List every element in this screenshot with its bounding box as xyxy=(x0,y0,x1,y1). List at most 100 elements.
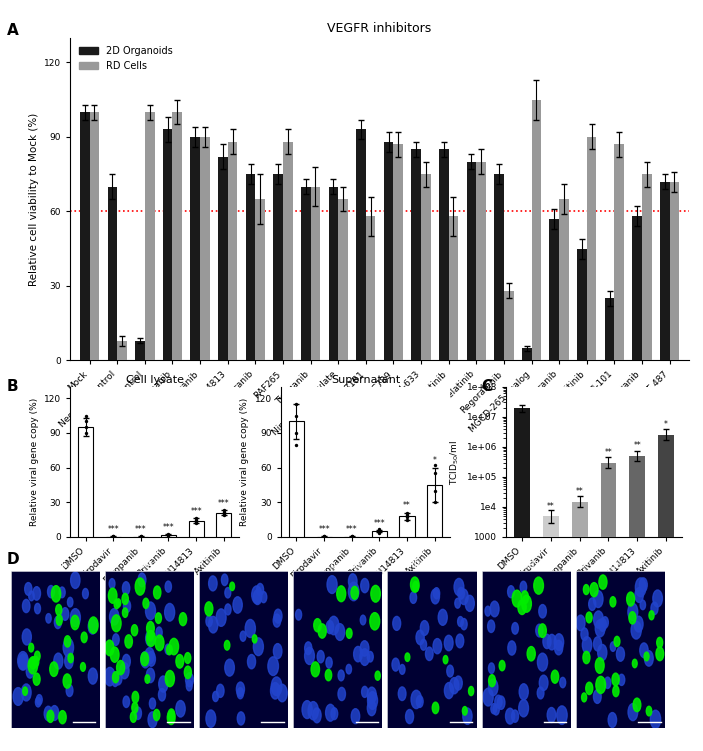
Circle shape xyxy=(468,686,474,695)
Circle shape xyxy=(29,591,34,601)
Bar xyxy=(543,516,559,751)
Title: Brivanib: Brivanib xyxy=(413,561,451,570)
Point xyxy=(291,409,302,421)
Circle shape xyxy=(596,677,605,693)
Circle shape xyxy=(132,702,138,713)
Circle shape xyxy=(628,603,638,620)
Circle shape xyxy=(634,616,643,632)
Circle shape xyxy=(51,705,59,720)
Circle shape xyxy=(595,620,605,637)
Circle shape xyxy=(112,634,120,645)
Circle shape xyxy=(495,695,502,708)
Point xyxy=(374,523,385,535)
Title: Axitinib: Axitinib xyxy=(603,561,638,570)
Point xyxy=(401,509,413,521)
Circle shape xyxy=(68,653,73,662)
Circle shape xyxy=(639,578,647,592)
Circle shape xyxy=(447,665,453,677)
Circle shape xyxy=(338,687,345,701)
Circle shape xyxy=(165,644,171,654)
Point xyxy=(135,530,146,542)
Circle shape xyxy=(146,631,155,646)
Circle shape xyxy=(206,616,212,626)
Point xyxy=(191,514,202,526)
Circle shape xyxy=(141,652,148,666)
Circle shape xyxy=(37,695,42,705)
Circle shape xyxy=(619,674,625,686)
Circle shape xyxy=(433,638,441,654)
Text: **: ** xyxy=(605,448,612,457)
Bar xyxy=(372,531,387,537)
Circle shape xyxy=(34,603,41,614)
Circle shape xyxy=(460,619,467,630)
Circle shape xyxy=(537,653,548,671)
Circle shape xyxy=(318,624,326,638)
Circle shape xyxy=(257,584,264,596)
Point xyxy=(346,531,357,543)
Circle shape xyxy=(463,707,467,715)
Circle shape xyxy=(420,620,429,635)
Bar xyxy=(411,149,421,360)
Bar xyxy=(399,516,415,537)
Circle shape xyxy=(459,589,468,605)
Circle shape xyxy=(313,708,321,722)
Circle shape xyxy=(18,652,28,670)
Circle shape xyxy=(167,645,172,655)
Bar xyxy=(449,216,458,360)
Circle shape xyxy=(617,647,624,661)
Circle shape xyxy=(63,638,74,656)
Circle shape xyxy=(633,698,641,712)
Circle shape xyxy=(155,635,164,650)
Point xyxy=(163,529,174,541)
Circle shape xyxy=(581,693,587,702)
Point xyxy=(401,507,413,519)
Circle shape xyxy=(112,615,121,632)
Circle shape xyxy=(88,619,97,634)
Circle shape xyxy=(130,712,136,722)
Circle shape xyxy=(153,586,161,599)
Circle shape xyxy=(48,586,54,598)
Point xyxy=(163,528,174,540)
Circle shape xyxy=(108,588,117,603)
Circle shape xyxy=(431,589,439,604)
Circle shape xyxy=(497,696,505,710)
Circle shape xyxy=(602,617,608,628)
Circle shape xyxy=(141,651,150,668)
Circle shape xyxy=(393,617,401,630)
Circle shape xyxy=(44,706,53,721)
Circle shape xyxy=(138,573,146,587)
Bar xyxy=(356,129,366,360)
Circle shape xyxy=(233,597,243,613)
Circle shape xyxy=(236,682,245,696)
Circle shape xyxy=(64,636,71,647)
Circle shape xyxy=(274,609,282,623)
Circle shape xyxy=(593,689,601,704)
Circle shape xyxy=(66,685,73,696)
Circle shape xyxy=(581,628,588,641)
Bar xyxy=(384,142,394,360)
Bar xyxy=(467,161,477,360)
Text: ***: *** xyxy=(162,523,174,532)
Circle shape xyxy=(80,662,86,671)
Circle shape xyxy=(135,578,145,596)
Circle shape xyxy=(122,654,130,668)
Text: ***: *** xyxy=(218,499,230,508)
Circle shape xyxy=(167,710,175,725)
Point xyxy=(135,531,146,543)
Circle shape xyxy=(169,638,179,655)
Bar xyxy=(245,174,255,360)
Circle shape xyxy=(635,588,643,602)
Circle shape xyxy=(148,631,153,641)
Bar xyxy=(117,341,127,360)
Bar xyxy=(494,174,504,360)
Circle shape xyxy=(245,620,255,638)
Point xyxy=(108,531,119,543)
Point xyxy=(218,505,229,517)
Circle shape xyxy=(399,665,405,674)
Title: Mock: Mock xyxy=(44,561,67,570)
Circle shape xyxy=(260,592,267,603)
Circle shape xyxy=(149,698,155,709)
Circle shape xyxy=(456,634,464,648)
Point xyxy=(191,516,202,528)
Circle shape xyxy=(253,638,264,656)
